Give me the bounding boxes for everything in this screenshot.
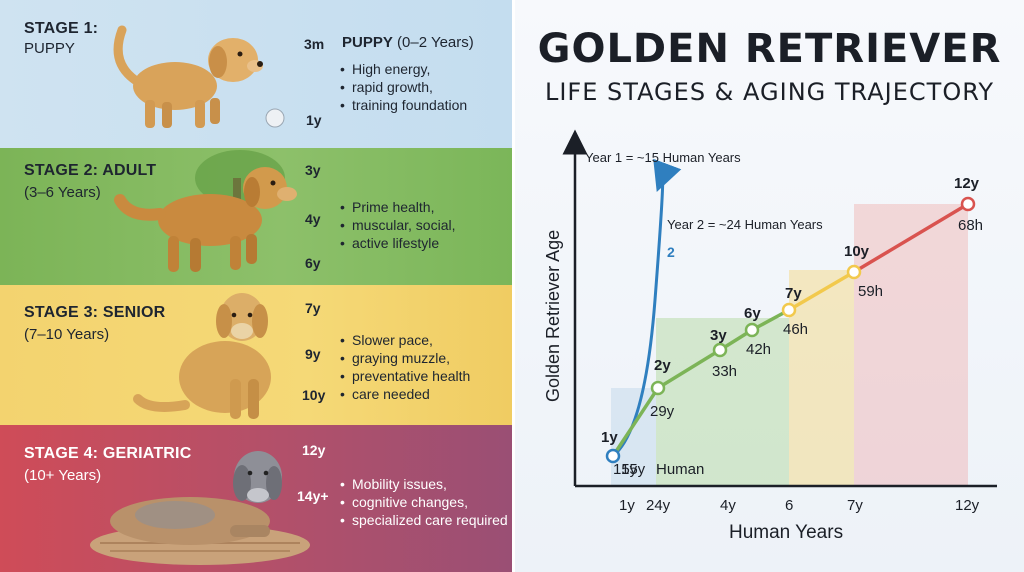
human-age-label: 46h	[783, 321, 808, 338]
bullet-item: graying muzzle,	[340, 349, 470, 367]
age-marker: 14y+	[297, 488, 329, 504]
stage-title: STAGE 3: SENIOR	[24, 304, 166, 321]
age-marker: 3m	[304, 36, 325, 52]
human-age-label: 68h	[958, 217, 983, 234]
age-marker: 9y	[305, 346, 321, 362]
bullet-item: rapid growth,	[340, 78, 467, 96]
human-age-label: 15y	[613, 461, 638, 478]
stage-heading-name: PUPPY	[342, 34, 393, 51]
adult-dog-illustration	[114, 150, 297, 272]
stage-subtitle: PUPPY	[24, 40, 75, 57]
stage-bullets: Prime health, muscular, social, active l…	[340, 198, 455, 252]
x-tick-label: 7y	[847, 497, 863, 514]
band-senior	[789, 270, 854, 486]
age-marker: 7y	[305, 300, 321, 316]
extra-label: 15y	[621, 461, 646, 478]
bullet-item: care needed	[340, 385, 470, 403]
data-point-marker	[650, 380, 666, 396]
human-age-label: 29y	[650, 403, 675, 420]
data-point-marker	[781, 302, 797, 318]
band-geriatric	[854, 204, 968, 486]
dog-age-label: 10y	[844, 243, 870, 260]
human-age-label: 59h	[858, 283, 883, 300]
age-marker: 1y	[306, 112, 322, 128]
stage-title: STAGE 1:	[24, 20, 99, 37]
dog-age-label: 12y	[954, 175, 980, 192]
stage-subtitle: (7–10 Years)	[24, 326, 110, 343]
age-marker: 4y	[305, 211, 321, 227]
x-tick-label: 4y	[720, 497, 736, 514]
bullet-item: preventative health	[340, 367, 470, 385]
x-tick-label: 24y	[646, 497, 671, 514]
trajectory-line	[611, 202, 969, 457]
geriatric-dog-illustration	[90, 451, 310, 565]
puppy-illustration	[113, 25, 285, 128]
x-tick-label: 6	[785, 497, 793, 514]
age-marker: 10y	[302, 387, 326, 403]
stage-heading: PUPPY (0–2 Years)	[342, 34, 474, 51]
annotation-year2: Year 2 = ~24 Human Years	[667, 217, 823, 232]
age-marker: 6y	[305, 255, 321, 271]
dog-age-label: 7y	[785, 285, 802, 302]
bullet-item: High energy,	[340, 60, 467, 78]
stage-heading-range: (0–2 Years)	[397, 34, 474, 51]
stage-2-panel: STAGE 2: ADULT (3–6 Years) 3y 4y 6y Prim…	[0, 148, 512, 285]
data-point-marker	[744, 322, 760, 338]
x-tick-label: 12y	[955, 497, 980, 514]
stage-title: STAGE 4: GERIATRIC	[24, 445, 192, 462]
human-age-label: 33h	[712, 363, 737, 380]
stage-bullets: Slower pace, graying muzzle, preventativ…	[340, 331, 470, 403]
annotation-2: 2	[667, 244, 675, 260]
bullet-item: muscular, social,	[340, 216, 455, 234]
trajectory-segment	[657, 348, 721, 390]
stage-subtitle: (3–6 Years)	[24, 184, 101, 201]
x-axis-label: Human Years	[729, 522, 843, 543]
senior-dog-illustration	[133, 293, 271, 419]
page-subtitle: LIFE STAGES & AGING TRAJECTORY	[544, 78, 995, 106]
annotation-year1: Year 1 = ~15 Human Years	[585, 150, 741, 165]
stage-3-panel: STAGE 3: SENIOR (7–10 Years) 7y 9y 10y S…	[0, 285, 512, 425]
bullet-item: active lifestyle	[340, 234, 455, 252]
bullet-item: Slower pace,	[340, 331, 470, 349]
age-marker: 3y	[305, 162, 321, 178]
x-tick-label: 1y	[619, 497, 635, 514]
stage-4-panel: STAGE 4: GERIATRIC (10+ Years) 12y 14y+ …	[0, 425, 512, 572]
bullet-item: training foundation	[340, 96, 467, 114]
stage-1-panel: STAGE 1: PUPPY 3m 1y PUPPY (0–2 Years) H…	[0, 0, 512, 148]
age-marker: 12y	[302, 442, 326, 458]
data-point-marker	[712, 342, 728, 358]
chart-panel: GOLDEN RETRIEVER LIFE STAGES & AGING TRA…	[515, 0, 1024, 572]
dog-age-label: 6y	[744, 305, 761, 322]
dog-age-label: 3y	[710, 327, 727, 344]
trajectory-segment	[853, 202, 969, 274]
bullet-item: cognitive changes,	[340, 493, 508, 511]
trajectory-segment	[611, 387, 660, 457]
panel-divider	[512, 0, 515, 572]
dog-age-label: 2y	[654, 357, 671, 374]
human-age-label: 42h	[746, 341, 771, 358]
bullet-item: specialized care required	[340, 511, 508, 529]
bullet-item: Mobility issues,	[340, 475, 508, 493]
page-title: GOLDEN RETRIEVER	[537, 26, 1002, 72]
trajectory-segment	[788, 270, 855, 312]
annotation-human: Human	[656, 461, 704, 478]
stage-title: STAGE 2: ADULT	[24, 162, 157, 179]
y-axis-label: Golden Retriever Age	[543, 230, 563, 402]
dog-age-label: 1y	[601, 429, 618, 446]
data-point-marker	[846, 264, 862, 280]
data-point-marker	[960, 196, 976, 212]
stage-subtitle: (10+ Years)	[24, 467, 102, 484]
stage-bullets: High energy, rapid growth, training foun…	[340, 60, 467, 114]
stage-bullets: Mobility issues, cognitive changes, spec…	[340, 475, 508, 529]
data-point-marker	[605, 448, 621, 464]
bullet-item: Prime health,	[340, 198, 455, 216]
